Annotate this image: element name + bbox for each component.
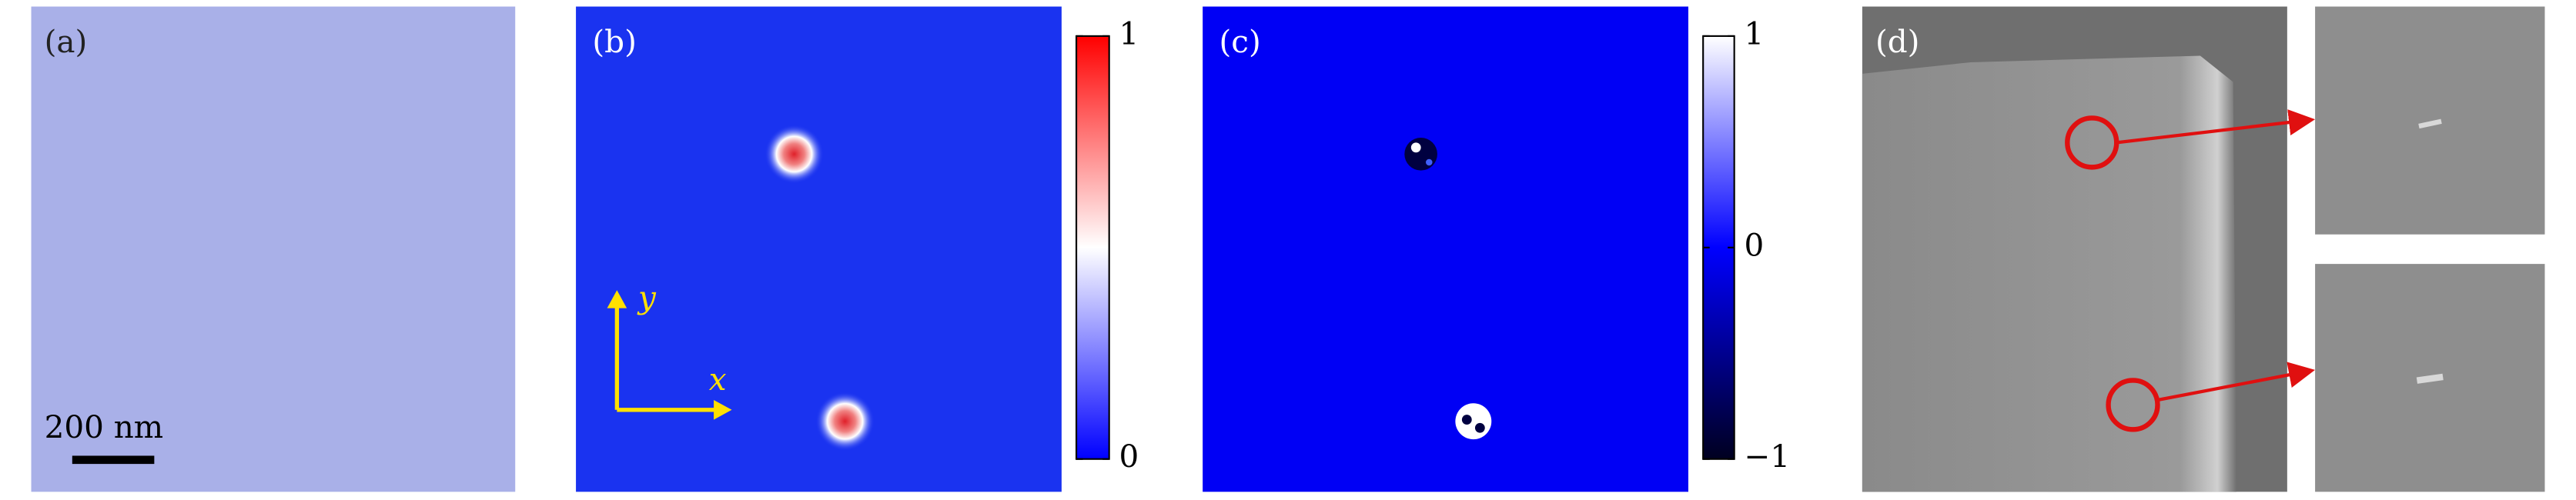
spot [815,392,875,452]
axis-x-label: x [709,361,727,398]
panel-c-image [1203,6,1688,492]
panel-label: (c) [1219,23,1260,60]
particle [2416,373,2444,384]
colorbar-tick-label: 1 [1119,15,1139,52]
spot [764,124,824,184]
scale-bar [72,455,155,465]
colorbar-tick-label: −1 [1744,438,1790,475]
plate [1862,55,2236,492]
colorbar-tick-label: 1 [1744,15,1764,52]
defect-blob [1404,138,1437,171]
panel-label: (a) [45,23,88,60]
colorbar-tick-label: 0 [1119,438,1139,475]
colorbar [1076,35,1110,460]
inset-image [2315,6,2545,235]
axis-y-label: y [637,278,657,315]
panel-label: (d) [1875,23,1920,60]
arrow-heads [607,290,732,420]
particle [2418,118,2442,129]
colorbar-tick-label: 0 [1744,226,1764,263]
panel-label: (b) [592,23,637,60]
highlight-circle [2106,378,2160,432]
zoom-arrow [2157,362,2316,402]
scale-bar-label: 200 nm [45,408,164,445]
panel-a-image [31,6,516,492]
axes-arrows [614,295,728,412]
defect-blob [1455,403,1492,440]
zoom-arrow [2116,109,2316,145]
